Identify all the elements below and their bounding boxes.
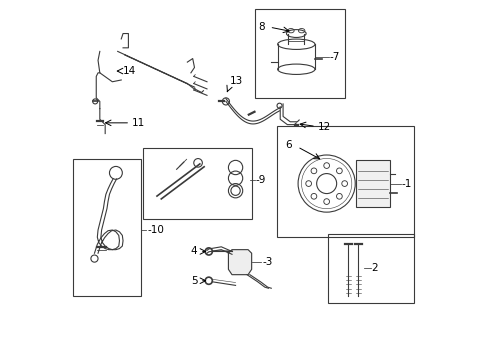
Text: -10: -10 bbox=[147, 225, 164, 235]
Text: -3: -3 bbox=[262, 257, 272, 267]
Text: 14: 14 bbox=[123, 66, 136, 76]
Text: -1: -1 bbox=[401, 179, 411, 189]
Bar bbox=[276, 126, 413, 237]
Text: 8: 8 bbox=[258, 22, 264, 32]
Text: 12: 12 bbox=[317, 122, 330, 132]
Text: 2: 2 bbox=[370, 262, 377, 273]
Text: 11: 11 bbox=[132, 118, 145, 128]
Bar bbox=[73, 158, 141, 296]
Text: -9: -9 bbox=[255, 175, 266, 185]
Text: 13: 13 bbox=[229, 76, 242, 86]
Text: 6: 6 bbox=[285, 140, 292, 150]
Text: 4: 4 bbox=[190, 247, 197, 256]
Text: 5: 5 bbox=[190, 276, 197, 286]
Bar bbox=[255, 9, 344, 98]
Polygon shape bbox=[228, 249, 251, 275]
Bar bbox=[355, 160, 389, 207]
Bar bbox=[328, 234, 413, 303]
Text: -7: -7 bbox=[329, 52, 340, 62]
Bar bbox=[142, 148, 251, 219]
